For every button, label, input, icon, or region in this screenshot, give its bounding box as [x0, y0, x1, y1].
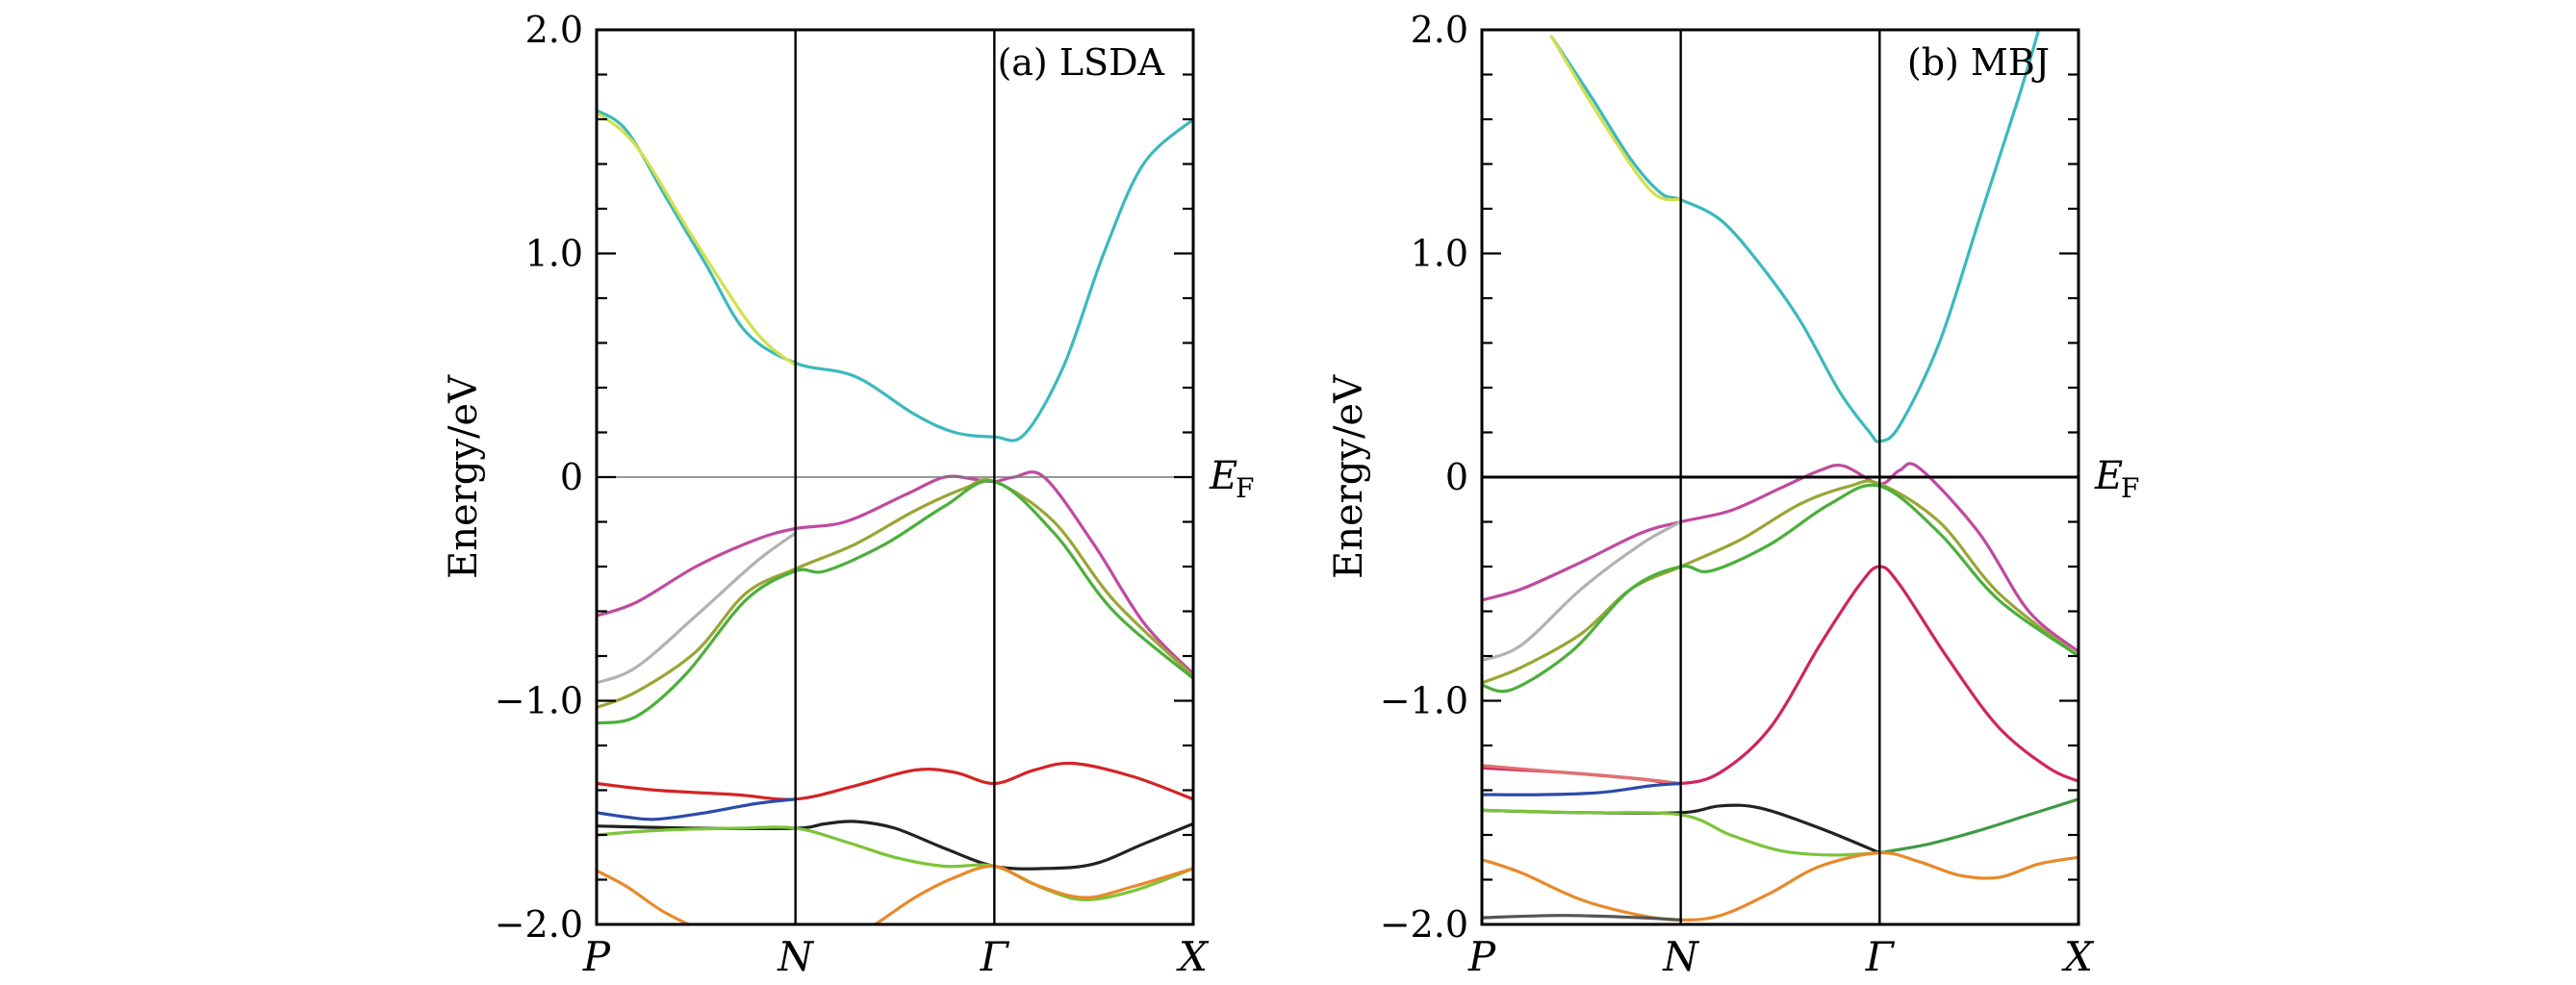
panel-a-title: (a) LSDA: [997, 41, 1164, 84]
x-tick-label: X: [1176, 933, 1210, 980]
band-line-6: [597, 479, 1193, 725]
x-tick-label: X: [2061, 933, 2095, 980]
y-tick-label: −1.0: [1380, 680, 1468, 722]
y-tick-label: 1.0: [1411, 233, 1468, 275]
band-line-4: [597, 531, 798, 685]
panel-a-axes: 2.0 1.0 0 −1.0 −2.0P N Γ X: [495, 9, 1210, 980]
panel-lsda: 2.0 1.0 0 −1.0 −2.0P N Γ X (a) LSDA Energy/eV E…: [442, 9, 1254, 980]
band-line-2: [597, 111, 798, 367]
band-line-1: [597, 109, 1193, 442]
y-tick-label: 0: [1445, 456, 1468, 498]
panel-a-ylabel: Energy/eV: [442, 374, 486, 579]
panel-b-fermi-label: E F: [2094, 454, 2139, 504]
band-line-14: [1482, 914, 1683, 922]
band-line-3: [1482, 462, 2079, 653]
band-line-4: [1482, 519, 1683, 663]
y-tick-label: −2.0: [495, 903, 583, 946]
band-line-6: [1482, 483, 2079, 694]
fermi-label-main: E: [1209, 454, 1237, 498]
fermi-label-sub: F: [1236, 472, 1254, 504]
fermi-label-sub: F: [2121, 472, 2139, 504]
band-line-11: [1482, 808, 1881, 857]
band-line-11: [597, 864, 1193, 924]
x-tick-label: N: [1662, 933, 1699, 980]
x-tick-label: P: [582, 933, 611, 980]
y-tick-label: 2.0: [1411, 9, 1468, 51]
band-line-5: [597, 477, 1193, 710]
band-line-5: [1482, 479, 2079, 685]
band-line-13: [1482, 850, 2079, 922]
y-tick-label: −1.0: [495, 680, 583, 722]
y-tick-label: 1.0: [525, 233, 583, 275]
y-tick-label: 0: [560, 456, 583, 498]
x-tick-label: N: [777, 933, 814, 980]
band-line-7: [597, 761, 1193, 801]
band-line-2: [1549, 35, 1683, 202]
panel-a-fermi-label: E F: [1209, 454, 1254, 504]
x-tick-label: Γ: [980, 933, 1010, 980]
panel-mbj: 2.0 1.0 0 −1.0 −2.0P N Γ X (b) MBJ Energy/eV E …: [1327, 9, 2139, 980]
panel-b-title: (b) MBJ: [1907, 41, 2050, 84]
panel-a-band-lines: [597, 109, 1193, 924]
band-line-8: [597, 797, 798, 821]
x-tick-label: Γ: [1865, 933, 1896, 980]
panel-b-ylabel: Energy/eV: [1327, 374, 1371, 579]
fermi-label-main: E: [2094, 454, 2123, 498]
band-line-12: [1877, 797, 2079, 855]
band-line-9: [1482, 781, 1683, 796]
panel-b-axes: 2.0 1.0 0 −1.0 −2.0P N Γ X: [1380, 9, 2095, 980]
band-line-1: [1549, 30, 2041, 443]
y-tick-label: −2.0: [1380, 903, 1468, 946]
band-line-3: [597, 470, 1193, 676]
y-tick-label: 2.0: [525, 9, 583, 51]
x-tick-label: P: [1467, 933, 1496, 980]
band-line-10: [597, 825, 1193, 902]
panel-b-band-lines: [1482, 30, 2079, 922]
band-line-8: [1482, 764, 1683, 786]
